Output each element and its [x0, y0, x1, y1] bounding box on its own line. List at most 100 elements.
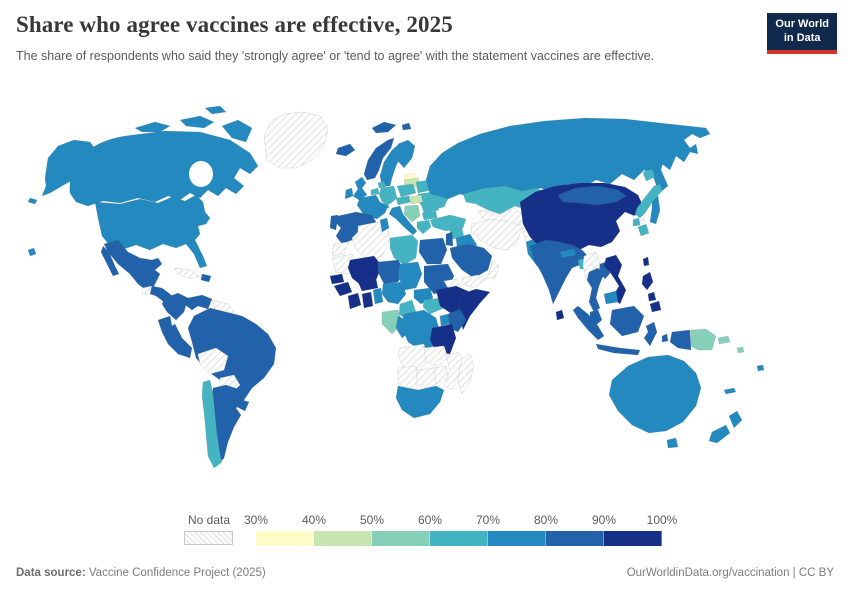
- country-egypt[interactable]: [418, 237, 448, 265]
- country-libya[interactable]: [389, 234, 419, 266]
- country-eritrea[interactable]: [443, 278, 461, 289]
- country-togo-benin[interactable]: [372, 287, 384, 305]
- country-thailand[interactable]: [586, 267, 604, 313]
- country-australia[interactable]: [608, 354, 702, 434]
- country-france[interactable]: [356, 194, 389, 220]
- country-tanzania[interactable]: [429, 323, 457, 355]
- country-indonesia-sumatra[interactable]: [572, 305, 605, 341]
- country-south-africa[interactable]: [395, 385, 445, 419]
- country-indonesia-borneo[interactable]: [609, 305, 645, 337]
- country-iceland[interactable]: [335, 143, 356, 157]
- country-guinea[interactable]: [333, 281, 353, 297]
- country-japan-hokkaido[interactable]: [642, 168, 656, 182]
- legend-no-data-swatch[interactable]: [184, 531, 233, 545]
- country-turkey[interactable]: [429, 214, 467, 232]
- country-cote-divoire[interactable]: [347, 292, 362, 310]
- country-poland[interactable]: [396, 183, 417, 198]
- country-canada-island[interactable]: [179, 115, 215, 129]
- country-png-new-britain[interactable]: [717, 335, 731, 345]
- country-papua-new-guinea[interactable]: [690, 328, 717, 351]
- country-western-sahara[interactable]: [331, 241, 349, 257]
- country-philippines-visayas[interactable]: [647, 291, 657, 302]
- country-morocco[interactable]: [335, 221, 363, 245]
- country-denmark[interactable]: [377, 180, 387, 189]
- country-canada-island[interactable]: [134, 121, 171, 133]
- owid-logo[interactable]: Our World in Data: [767, 13, 837, 54]
- country-taiwan[interactable]: [642, 256, 650, 267]
- country-united-kingdom[interactable]: [352, 176, 368, 201]
- country-estonia[interactable]: [403, 172, 417, 181]
- country-uruguay[interactable]: [236, 398, 250, 412]
- country-finland[interactable]: [396, 139, 416, 169]
- country-italy[interactable]: [388, 205, 418, 236]
- country-canada-island[interactable]: [221, 119, 253, 143]
- country-hawaii[interactable]: [27, 247, 37, 257]
- legend-bin-90-100[interactable]: [604, 531, 662, 546]
- country-angola[interactable]: [397, 343, 429, 371]
- legend-bin-70-80[interactable]: [488, 531, 546, 546]
- country-mozambique[interactable]: [443, 351, 465, 391]
- country-cambodia[interactable]: [603, 290, 619, 305]
- country-balkans[interactable]: [403, 204, 421, 223]
- country-hispaniola[interactable]: [200, 273, 212, 283]
- country-canada[interactable]: [69, 130, 259, 207]
- country-brazil[interactable]: [187, 307, 277, 409]
- country-sri-lanka[interactable]: [555, 309, 565, 321]
- country-romania[interactable]: [420, 201, 440, 214]
- country-russia-kamchatka[interactable]: [648, 139, 669, 194]
- country-jordan-israel[interactable]: [445, 231, 454, 247]
- country-mongolia[interactable]: [557, 185, 627, 206]
- country-venezuela[interactable]: [183, 294, 213, 311]
- country-tunisia[interactable]: [379, 217, 390, 233]
- country-philippines-luzon[interactable]: [641, 271, 654, 291]
- country-new-caledonia[interactable]: [723, 387, 737, 395]
- legend-bin-60-70[interactable]: [430, 531, 488, 546]
- country-india[interactable]: [529, 239, 589, 305]
- country-svalbard-east[interactable]: [401, 122, 412, 131]
- country-hungary-slovakia[interactable]: [408, 194, 424, 205]
- country-indonesia-sulawesi[interactable]: [643, 321, 658, 347]
- country-yemen[interactable]: [461, 274, 487, 289]
- legend-bin-40-50[interactable]: [314, 531, 372, 546]
- country-solomon-islands[interactable]: [736, 346, 745, 354]
- legend-bin-80-90[interactable]: [546, 531, 604, 546]
- country-mexico-baja[interactable]: [100, 245, 120, 277]
- country-peru[interactable]: [161, 323, 193, 359]
- country-germany[interactable]: [378, 185, 398, 205]
- country-chad[interactable]: [397, 261, 423, 291]
- country-alaska-aleutians[interactable]: [27, 197, 38, 205]
- country-fiji[interactable]: [756, 364, 765, 372]
- country-senegal[interactable]: [329, 273, 345, 285]
- country-nepal[interactable]: [559, 248, 577, 259]
- country-ghana[interactable]: [361, 291, 374, 309]
- country-netherlands-belgium[interactable]: [370, 187, 380, 196]
- country-united-states[interactable]: [94, 194, 211, 269]
- country-oman[interactable]: [486, 259, 500, 279]
- country-niger[interactable]: [377, 259, 405, 285]
- country-madagascar[interactable]: [457, 353, 475, 395]
- country-indonesia-maluku[interactable]: [661, 333, 669, 343]
- legend-bin-30-40[interactable]: [256, 531, 314, 546]
- country-norway[interactable]: [363, 137, 395, 181]
- footer-attribution[interactable]: OurWorldinData.org/vaccination | CC BY: [626, 567, 834, 579]
- country-canada-island[interactable]: [204, 105, 227, 115]
- country-alaska[interactable]: [41, 139, 97, 197]
- country-svalbard[interactable]: [371, 121, 397, 134]
- country-japan-kyushu[interactable]: [632, 217, 641, 227]
- country-cuba[interactable]: [173, 267, 200, 280]
- country-chile[interactable]: [201, 379, 223, 469]
- country-burkina-faso[interactable]: [357, 278, 379, 292]
- country-czech-austria[interactable]: [395, 195, 412, 206]
- country-colombia[interactable]: [161, 292, 189, 321]
- country-new-zealand-south[interactable]: [708, 424, 731, 444]
- country-portugal[interactable]: [329, 214, 339, 231]
- country-ireland[interactable]: [344, 187, 354, 200]
- country-nigeria[interactable]: [381, 281, 407, 305]
- country-somalia[interactable]: [458, 288, 491, 331]
- country-bulgaria[interactable]: [421, 210, 438, 221]
- country-russia-sakhalin[interactable]: [649, 195, 661, 225]
- country-south-korea[interactable]: [637, 223, 650, 237]
- country-philippines-mindanao[interactable]: [649, 300, 662, 313]
- country-vietnam[interactable]: [603, 254, 627, 305]
- country-new-zealand-north[interactable]: [728, 410, 743, 429]
